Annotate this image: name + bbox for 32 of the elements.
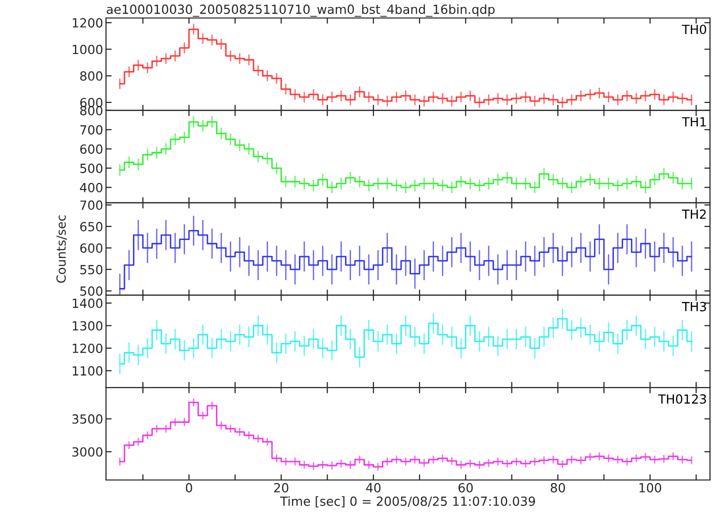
y-tick-label: 1000 [72,44,102,54]
y-tick-label: 1400 [72,298,102,308]
y-tick-label: 3000 [72,447,102,457]
series-label: TH3 [682,302,706,312]
x-tick-label: 100 [640,483,662,492]
text: TH0123 [658,394,706,404]
text: TH1 [682,117,706,126]
x-tick-label: 60 [458,483,473,492]
y-tick-label: 600 [80,243,102,253]
y-tick-label: 400 [80,182,102,192]
x-tick-label: 40 [366,483,381,492]
y-tick-label: 800 [80,71,102,81]
y-tick-label: 700 [80,125,102,135]
chart-title: ae100010030_20050825110710_wam0_bst_4band_16bin.qdp [106,4,495,17]
y-tick-label: 500 [80,286,102,296]
x-tick-label: 20 [274,483,288,492]
y-tick-label: 500 [80,164,102,174]
y-tick-label: 1200 [72,18,102,28]
y-tick-label: 650 [80,222,102,232]
y-tick-label: 1100 [72,366,102,376]
text: TH2 [682,209,706,219]
y-tick-label: 1200 [72,344,102,354]
x-tick-label: 80 [550,483,565,492]
x-tick-label: 0 [186,483,192,492]
text: TH0 [682,24,706,34]
y-tick-label: 600 [80,144,102,154]
y-tick-label: 550 [80,264,102,274]
y-tick-label: 700 [80,200,102,210]
y-tick-label: 3500 [72,414,102,424]
y-axis-title: Counts/sec [56,215,67,283]
y-tick-label: 1300 [72,321,102,331]
x-axis-title: Time [sec] 0 = 2005/08/25 11:07:10.039 [280,496,535,508]
